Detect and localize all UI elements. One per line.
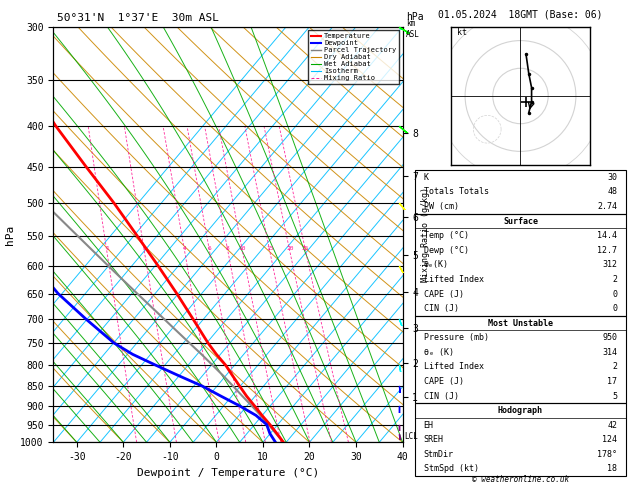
Text: 314: 314 xyxy=(603,348,618,357)
Text: 4: 4 xyxy=(183,246,187,251)
Legend: Temperature, Dewpoint, Parcel Trajectory, Dry Adiabat, Wet Adiabat, Isotherm, Mi: Temperature, Dewpoint, Parcel Trajectory… xyxy=(308,30,399,84)
Text: 17: 17 xyxy=(608,377,618,386)
Text: © weatheronline.co.uk: © weatheronline.co.uk xyxy=(472,474,569,484)
Text: Pressure (mb): Pressure (mb) xyxy=(423,333,489,342)
Text: 42: 42 xyxy=(608,421,618,430)
Text: 14.4: 14.4 xyxy=(598,231,618,240)
Text: 124: 124 xyxy=(603,435,618,444)
Text: Hodograph: Hodograph xyxy=(498,406,543,415)
Text: 0: 0 xyxy=(613,304,618,313)
Text: 0: 0 xyxy=(613,290,618,298)
Text: Surface: Surface xyxy=(503,217,538,226)
Text: 2.74: 2.74 xyxy=(598,202,618,211)
Text: 01.05.2024  18GMT (Base: 06): 01.05.2024 18GMT (Base: 06) xyxy=(438,10,603,20)
Text: StmSpd (kt): StmSpd (kt) xyxy=(423,465,479,473)
Text: EH: EH xyxy=(423,421,433,430)
Text: 950: 950 xyxy=(603,333,618,342)
Y-axis label: hPa: hPa xyxy=(4,225,14,244)
Text: CIN (J): CIN (J) xyxy=(423,392,459,400)
Text: LCL: LCL xyxy=(404,432,418,441)
Text: CIN (J): CIN (J) xyxy=(423,304,459,313)
Text: 178°: 178° xyxy=(598,450,618,459)
Text: Dewp (°C): Dewp (°C) xyxy=(423,246,469,255)
Text: 18: 18 xyxy=(608,465,618,473)
Text: θₑ(K): θₑ(K) xyxy=(423,260,448,269)
Text: 312: 312 xyxy=(603,260,618,269)
Text: K: K xyxy=(423,173,428,182)
Text: 8: 8 xyxy=(226,246,230,251)
Text: Temp (°C): Temp (°C) xyxy=(423,231,469,240)
Text: 30: 30 xyxy=(608,173,618,182)
X-axis label: Dewpoint / Temperature (°C): Dewpoint / Temperature (°C) xyxy=(137,468,319,478)
Text: 6: 6 xyxy=(208,246,211,251)
Text: 1: 1 xyxy=(105,246,109,251)
Text: θₑ (K): θₑ (K) xyxy=(423,348,454,357)
Text: Lifted Index: Lifted Index xyxy=(423,275,484,284)
Text: 25: 25 xyxy=(302,246,309,251)
Text: CAPE (J): CAPE (J) xyxy=(423,290,464,298)
Text: Most Unstable: Most Unstable xyxy=(488,319,553,328)
Y-axis label: Mixing Ratio (g/kg): Mixing Ratio (g/kg) xyxy=(421,187,430,282)
Text: kt: kt xyxy=(457,28,467,37)
Text: 2: 2 xyxy=(143,246,146,251)
Text: km
ASL: km ASL xyxy=(406,19,420,39)
Text: 15: 15 xyxy=(266,246,274,251)
Text: StmDir: StmDir xyxy=(423,450,454,459)
Text: PW (cm): PW (cm) xyxy=(423,202,459,211)
Text: Lifted Index: Lifted Index xyxy=(423,363,484,371)
Text: 2: 2 xyxy=(613,363,618,371)
Text: 12.7: 12.7 xyxy=(598,246,618,255)
Text: 10: 10 xyxy=(239,246,246,251)
Text: Totals Totals: Totals Totals xyxy=(423,188,489,196)
Text: hPa: hPa xyxy=(406,12,423,22)
Text: 50°31'N  1°37'E  30m ASL: 50°31'N 1°37'E 30m ASL xyxy=(57,13,219,22)
Text: 48: 48 xyxy=(608,188,618,196)
Text: 2: 2 xyxy=(613,275,618,284)
Text: 5: 5 xyxy=(613,392,618,400)
Text: CAPE (J): CAPE (J) xyxy=(423,377,464,386)
Text: SREH: SREH xyxy=(423,435,443,444)
Text: 20: 20 xyxy=(286,246,294,251)
